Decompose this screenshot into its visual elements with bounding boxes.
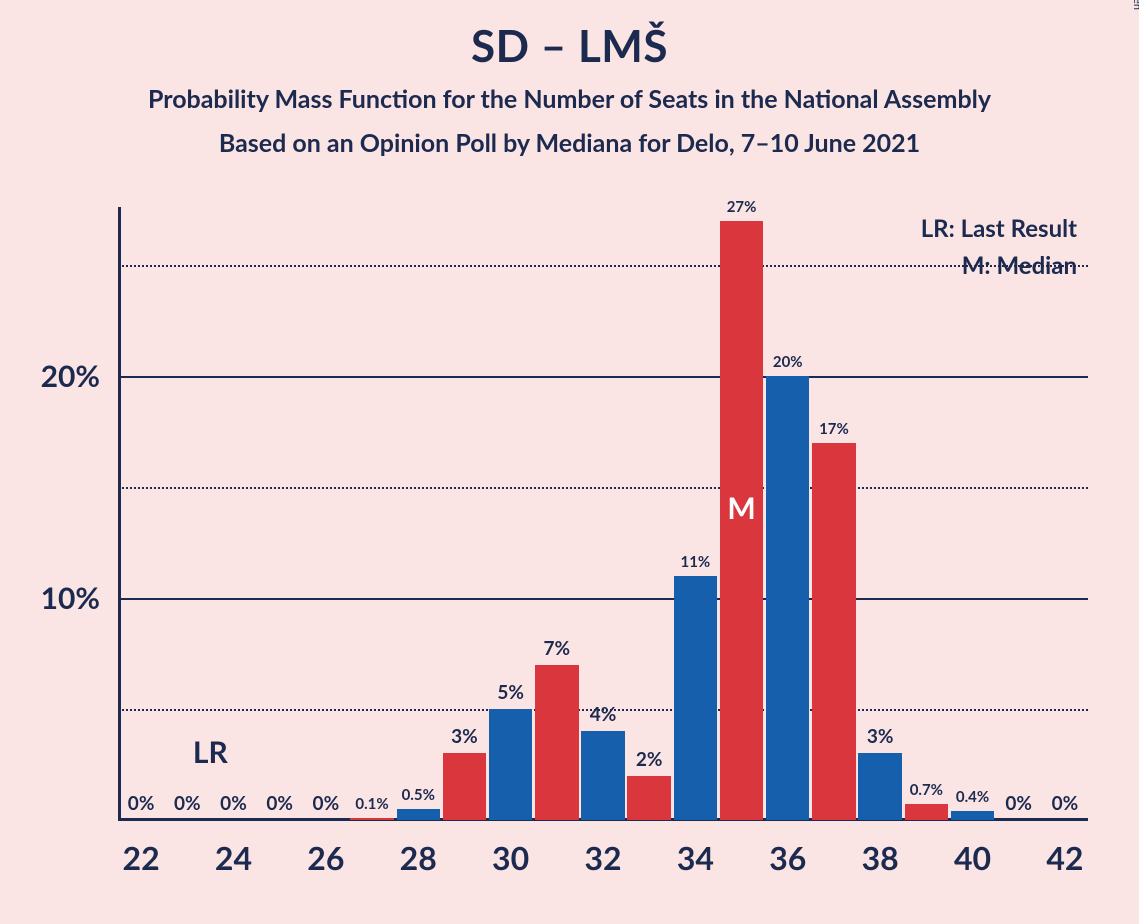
gridline-minor: [118, 265, 1088, 267]
chart-plot-area: 10%20%22242628303234363840420%0%0%0%0%0.…: [118, 210, 1088, 820]
bar-value-label: 7%: [544, 637, 571, 660]
bar-value-label: 27%: [727, 198, 757, 216]
x-tick-label: 22: [123, 838, 160, 877]
bar-value-label: 0.7%: [910, 781, 943, 799]
bar: [858, 753, 901, 820]
annotation-median: M: [727, 490, 755, 526]
bar-value-label: 5%: [497, 681, 524, 704]
x-tick-label: 24: [215, 838, 252, 877]
bar: [766, 376, 809, 820]
bar: [443, 753, 486, 820]
x-tick-label: 30: [492, 838, 529, 877]
annotation-last-result: LR: [193, 734, 228, 770]
bar-value-label: 0.5%: [402, 786, 435, 804]
bar-value-label: 0.1%: [355, 795, 388, 813]
bar-value-label: 3%: [451, 725, 478, 748]
bar-value-label: 2%: [636, 748, 663, 771]
gridline-major: [118, 376, 1088, 378]
bar-value-label: 0%: [1052, 792, 1079, 815]
bar: [350, 818, 393, 820]
x-tick-label: 26: [307, 838, 344, 877]
bar-value-label: 17%: [819, 420, 849, 438]
bar-value-label: 11%: [681, 553, 711, 571]
bar-value-label: 0%: [1005, 792, 1032, 815]
bar: [627, 776, 670, 820]
bar-value-label: 20%: [773, 353, 803, 371]
copyright-text: © 2021 Filip van Laenen: [1131, 0, 1139, 10]
gridline-minor: [118, 487, 1088, 489]
gridline-major: [118, 598, 1088, 600]
bar-value-label: 0%: [220, 792, 247, 815]
x-tick-label: 36: [769, 838, 806, 877]
bar-value-label: 0%: [266, 792, 293, 815]
bar: [674, 576, 717, 820]
bar-value-label: 0.4%: [956, 788, 989, 806]
bar-value-label: 0%: [128, 792, 155, 815]
bar: [951, 811, 994, 820]
y-axis: [118, 207, 121, 820]
bar: [905, 804, 948, 820]
bar: [812, 443, 855, 820]
x-tick-label: 40: [954, 838, 991, 877]
bar-value-label: 4%: [590, 703, 617, 726]
x-tick-label: 32: [584, 838, 621, 877]
chart-subtitle-1: Probability Mass Function for the Number…: [0, 84, 1139, 114]
y-tick-label: 10%: [41, 580, 100, 616]
x-tick-label: 34: [677, 838, 714, 877]
bar: [489, 709, 532, 820]
x-tick-label: 42: [1046, 838, 1083, 877]
y-tick-label: 20%: [41, 358, 100, 394]
x-tick-label: 38: [862, 838, 899, 877]
chart-subtitle-2: Based on an Opinion Poll by Mediana for …: [0, 128, 1139, 158]
bar-value-label: 0%: [174, 792, 201, 815]
x-tick-label: 28: [400, 838, 437, 877]
bar: [397, 809, 440, 820]
bar-value-label: 3%: [867, 725, 894, 748]
bar: [535, 665, 578, 820]
chart-title: SD – LMŠ: [0, 0, 1139, 72]
bar-value-label: 0%: [313, 792, 340, 815]
bar: [581, 731, 624, 820]
